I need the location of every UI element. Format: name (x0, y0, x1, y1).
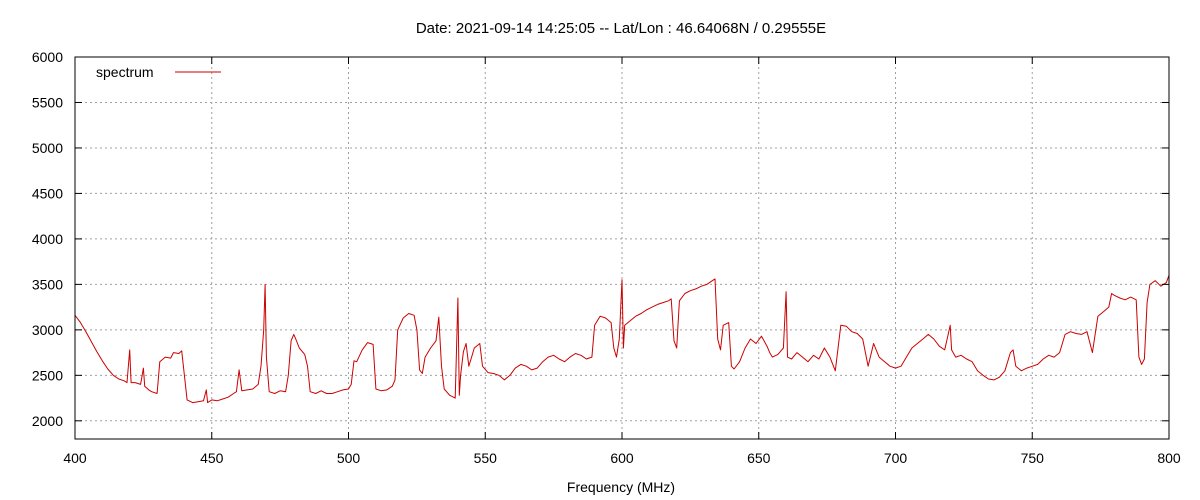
x-tick-label-750: 750 (1021, 450, 1045, 466)
x-tick-label-650: 650 (747, 450, 771, 466)
x-tick-label-450: 450 (200, 450, 224, 466)
y-tick-label-2500: 2500 (32, 367, 63, 383)
y-tick-label-5500: 5500 (32, 94, 63, 110)
legend-label-spectrum: spectrum (96, 64, 154, 80)
x-tick-label-500: 500 (337, 450, 361, 466)
chart-title: Date: 2021-09-14 14:25:05 -- Lat/Lon : 4… (416, 20, 826, 37)
y-tick-label-3500: 3500 (32, 276, 63, 292)
x-tick-label-800: 800 (1157, 450, 1181, 466)
y-tick-label-6000: 6000 (32, 49, 63, 65)
series-line-spectrum (74, 275, 1170, 404)
y-tick-label-5000: 5000 (32, 140, 63, 156)
y-tick-label-4500: 4500 (32, 185, 63, 201)
x-tick-label-400: 400 (63, 450, 87, 466)
axes: 400 450 500 550 600 650 700 750 800 2000 2500 3000 3… (32, 49, 1181, 466)
legend: spectrum (96, 64, 221, 80)
y-tick-label-2000: 2000 (32, 413, 63, 429)
y-tick-label-3000: 3000 (32, 322, 63, 338)
y-tick-label-4000: 4000 (32, 231, 63, 247)
x-tick-label-700: 700 (884, 450, 908, 466)
x-tick-label-550: 550 (474, 450, 498, 466)
series-layer (74, 275, 1170, 404)
x-tick-label-600: 600 (610, 450, 634, 466)
x-axis-label: Frequency (MHz) (567, 479, 675, 495)
